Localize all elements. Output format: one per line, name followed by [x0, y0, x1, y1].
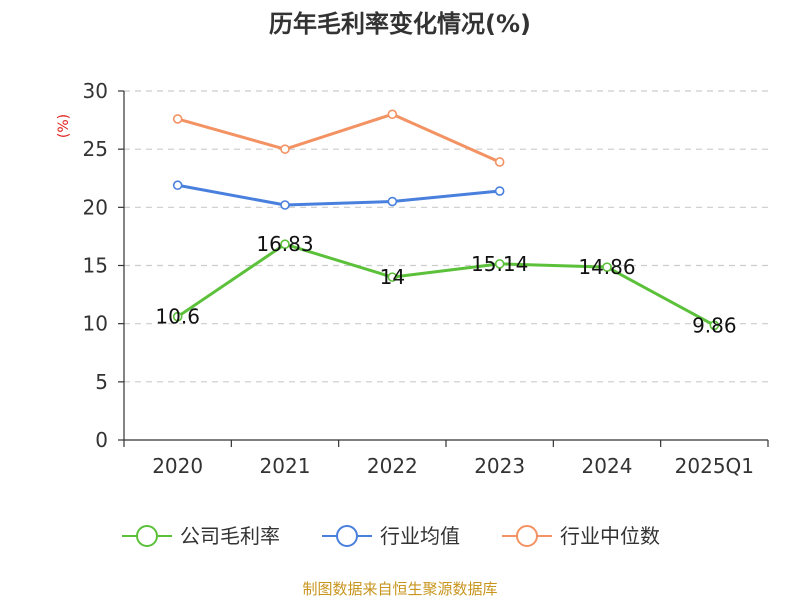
legend-label: 行业中位数	[560, 524, 660, 548]
legend: 公司毛利率 行业均值 行业中位数	[122, 524, 660, 548]
data-label: 10.6	[155, 305, 200, 329]
data-label: 15.14	[471, 252, 528, 276]
series-point	[280, 200, 290, 210]
chart-title: 历年毛利率变化情况(%)	[269, 10, 531, 38]
x-tick-label: 2023	[474, 454, 525, 478]
source-note: 制图数据来自恒生聚源数据库	[302, 580, 497, 598]
series-point	[172, 114, 183, 124]
y-tick-label: 0	[95, 428, 108, 452]
axes: 0 5 10 15 20 25 30 2020 2021 2022 2023 2024 2025Q1	[83, 79, 769, 478]
x-tick-label: 2025Q1	[675, 454, 754, 478]
y-axis-label: (%)	[56, 114, 72, 138]
legend-marker	[336, 525, 358, 547]
series-point	[172, 311, 183, 322]
y-tick-label: 25	[83, 137, 108, 161]
data-label: 16.83	[256, 232, 313, 256]
series-point	[709, 320, 720, 331]
legend-marker	[516, 525, 538, 547]
data-label: 14.86	[578, 255, 635, 279]
series-line	[176, 242, 716, 327]
x-tick-label: 2024	[582, 454, 633, 478]
data-label: 14	[380, 265, 405, 289]
x-tick-label: 2022	[367, 454, 418, 478]
data-label: 9.86	[692, 313, 737, 337]
x-tick-label: 2020	[152, 454, 203, 478]
legend-marker	[136, 525, 158, 547]
series-point	[387, 272, 398, 282]
y-tick-label: 20	[83, 195, 108, 219]
y-tick-label: 10	[83, 312, 108, 336]
series-line	[177, 112, 501, 164]
y-tick-label: 30	[83, 79, 108, 103]
y-tick-label: 15	[83, 254, 108, 278]
data-labels: 10.6 16.83 14 15.14 14.86 9.86	[155, 232, 736, 337]
series-point	[602, 262, 612, 272]
grid-lines	[124, 90, 768, 383]
series-point	[280, 239, 290, 250]
series-point	[494, 157, 505, 167]
x-tick-label: 2021	[260, 454, 311, 478]
series-point	[494, 186, 505, 196]
series-point	[280, 144, 290, 154]
series-point	[494, 259, 505, 269]
series-point	[387, 109, 398, 120]
series-layer	[172, 109, 720, 331]
legend-label: 行业均值	[380, 524, 460, 548]
series-point	[387, 196, 398, 207]
series-point	[172, 180, 183, 191]
series-line	[177, 183, 500, 207]
legend-label: 公司毛利率	[180, 524, 280, 548]
y-tick-label: 5	[95, 370, 108, 394]
